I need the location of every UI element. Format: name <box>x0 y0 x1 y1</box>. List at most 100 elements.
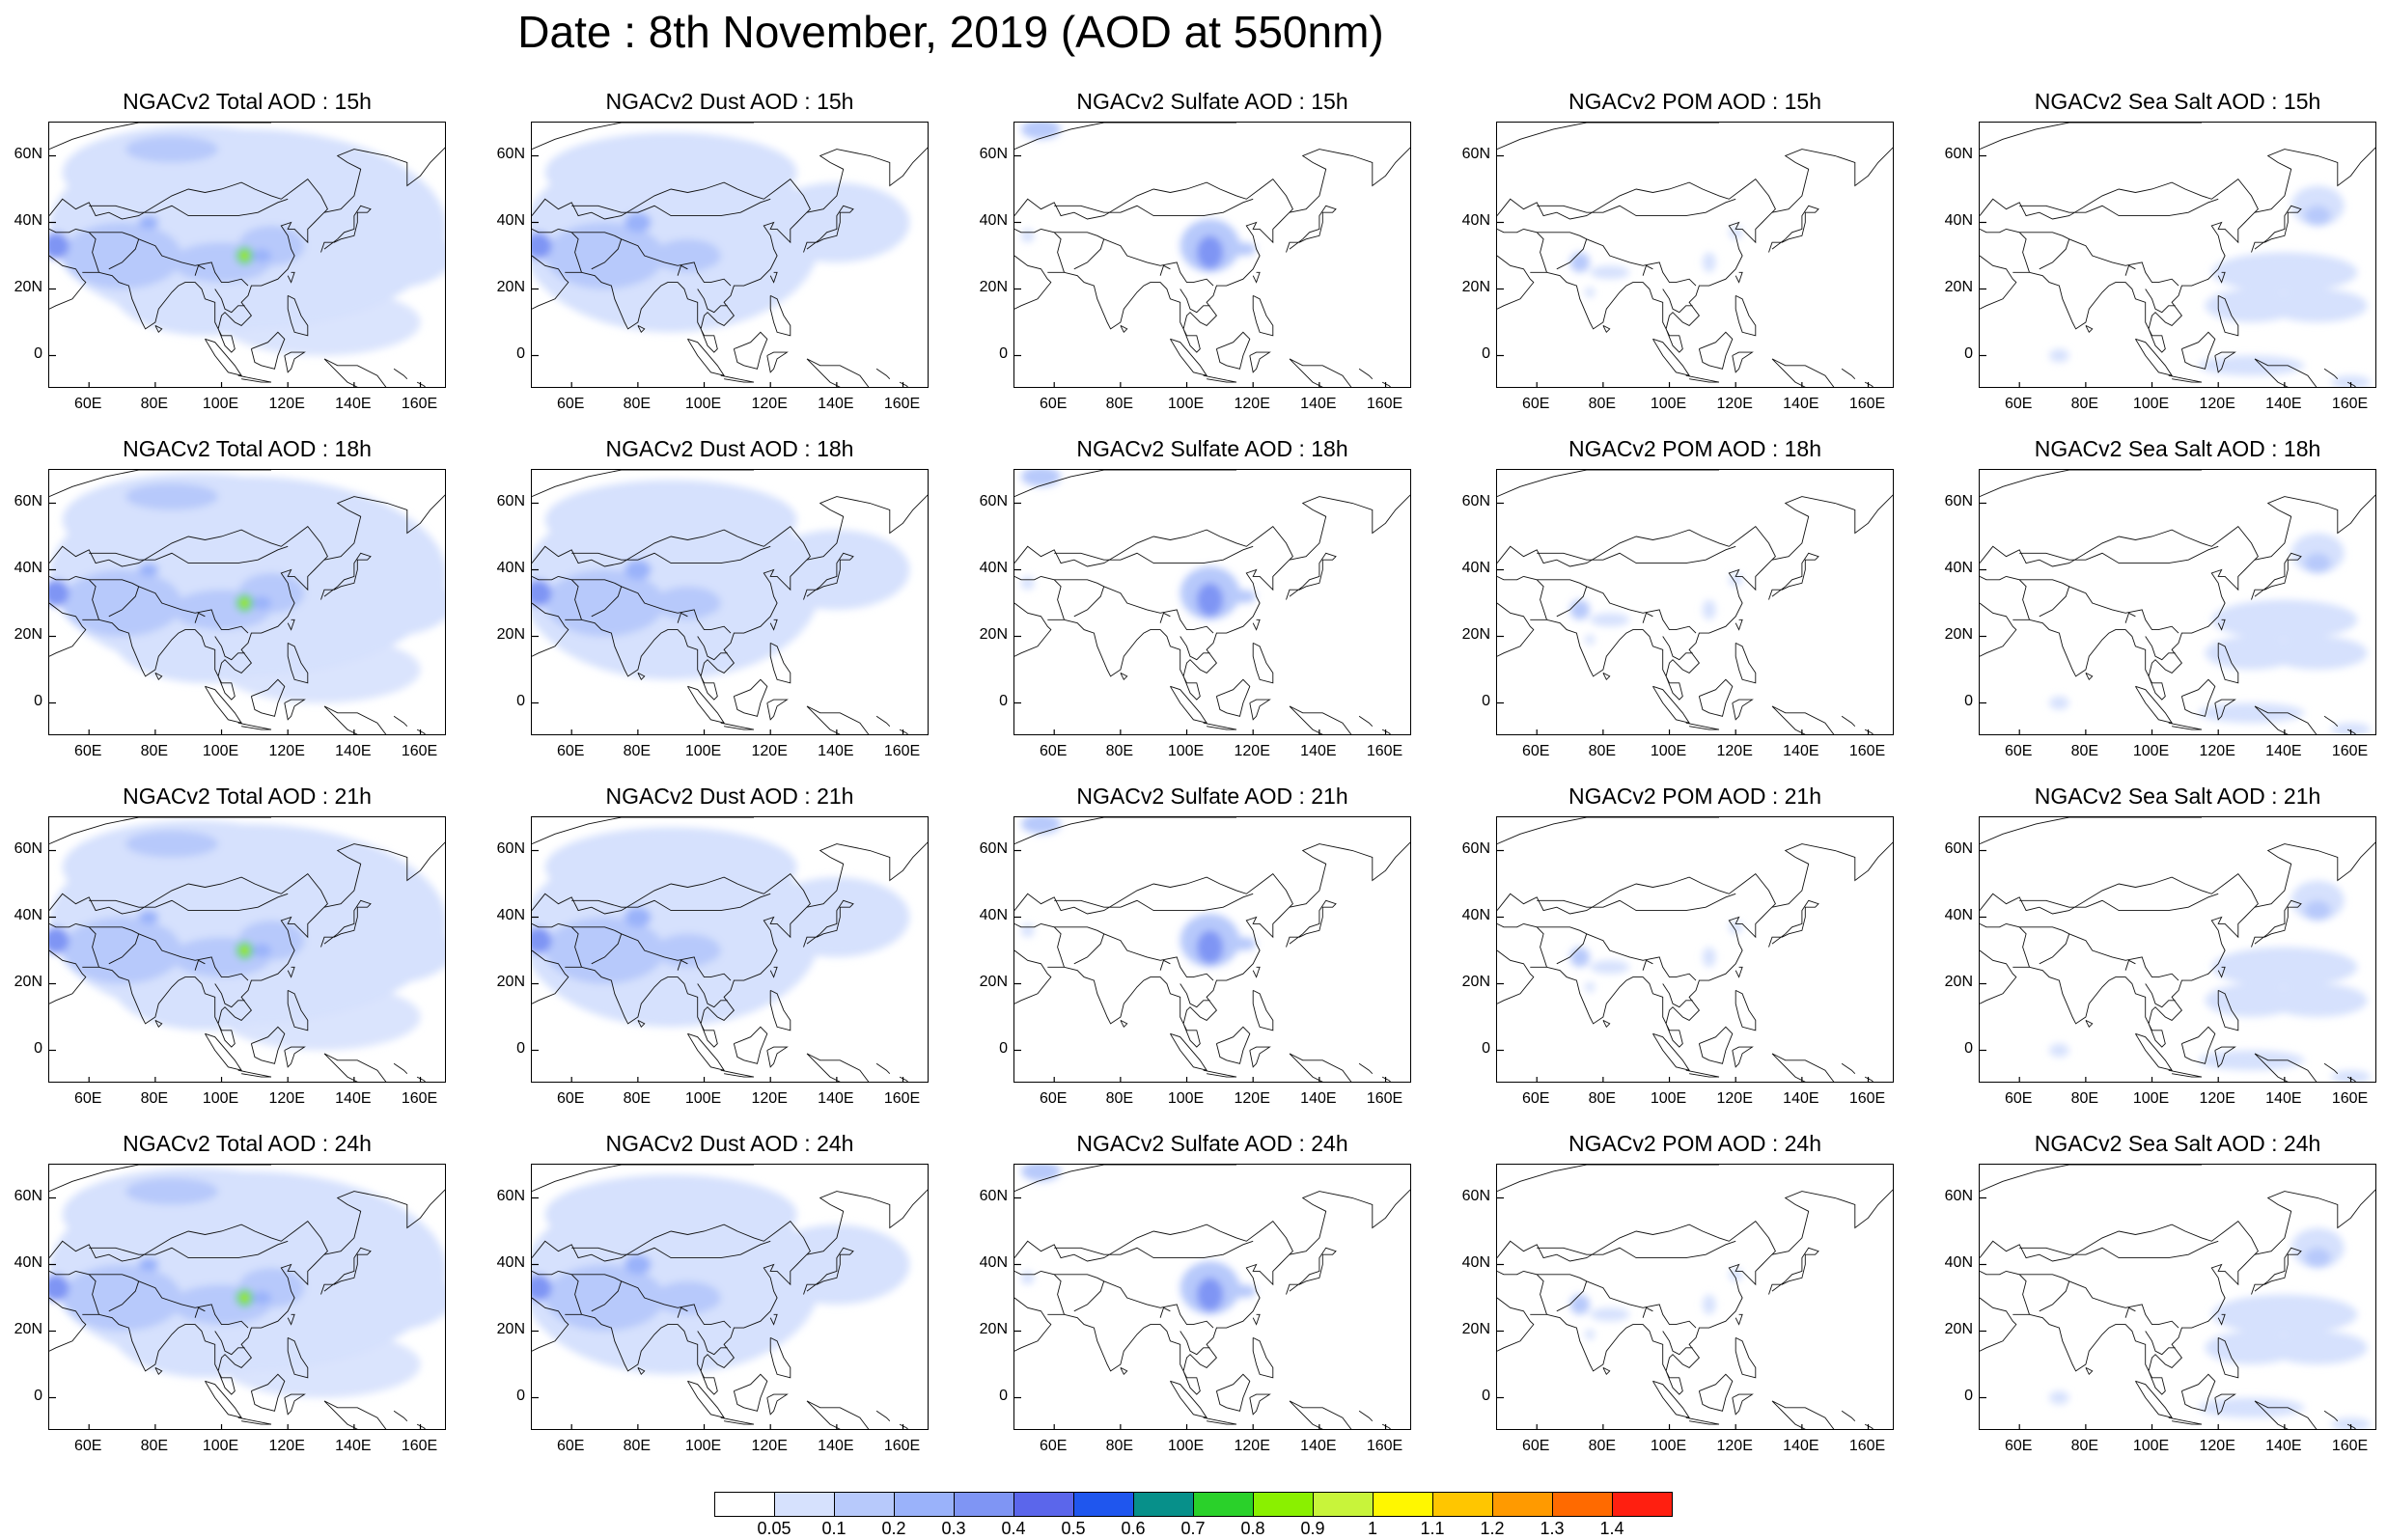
coastline <box>205 338 243 376</box>
coastline <box>2019 1274 2179 1329</box>
lon-label: 160E <box>401 1438 438 1454</box>
lat-label: 0 <box>999 1039 1008 1057</box>
aod-field <box>1569 572 1743 646</box>
coastline <box>899 381 909 387</box>
coastline <box>571 198 771 217</box>
panel-title: NGACv2 Sulfate AOD : 18h <box>1076 436 1348 461</box>
coastline <box>1249 351 1271 373</box>
map-plot <box>1980 123 2375 387</box>
coastline <box>875 1062 891 1075</box>
coastline <box>1054 232 1214 287</box>
lon-label: 120E <box>268 1438 305 1454</box>
lat-label: 20N <box>1944 1320 1973 1337</box>
map-panel <box>1496 122 1894 388</box>
coastline <box>591 1280 623 1312</box>
coastline <box>1771 841 1893 908</box>
lon-label: 160E <box>2331 1438 2369 1454</box>
coastline <box>1537 232 1697 287</box>
coastline <box>2019 579 2179 634</box>
coastline <box>1014 1270 1041 1276</box>
coastline <box>1159 264 1171 276</box>
coastline <box>2180 678 2216 717</box>
coastline <box>637 1366 646 1376</box>
coastline <box>2254 1400 2318 1429</box>
lon-label: 100E <box>1167 743 1205 759</box>
coastline <box>89 893 289 912</box>
coastline <box>1215 1373 1251 1412</box>
lon-label: 100E <box>1650 1090 1687 1107</box>
lon-label: 100E <box>684 743 722 759</box>
coastline <box>1289 705 1352 734</box>
lon-label: 80E <box>1588 1438 1617 1454</box>
coastline <box>250 678 286 717</box>
lat-label: 60N <box>14 492 42 509</box>
coastline <box>2323 1410 2339 1422</box>
coastline <box>1120 672 1128 681</box>
lon-label: 60E <box>1521 1090 1550 1107</box>
lat-label: 60N <box>1461 839 1490 857</box>
coastline <box>1381 1076 1392 1082</box>
axis-ticks <box>532 502 904 734</box>
coastline <box>2168 1416 2203 1425</box>
coastline <box>2019 1240 2219 1259</box>
lon-label: 100E <box>1167 396 1205 412</box>
coastline <box>323 494 445 561</box>
panel-title: NGACv2 Dust AOD : 18h <box>605 436 854 461</box>
map-panel <box>531 816 929 1083</box>
aod-region <box>1020 923 1035 938</box>
coastline <box>49 1165 271 1193</box>
coastline <box>899 1423 909 1429</box>
lat-label: 40N <box>979 1253 1008 1271</box>
panel-title: NGACv2 Sea Salt AOD : 15h <box>2034 89 2321 114</box>
coastline <box>2217 1336 2239 1379</box>
coastline <box>1864 381 1874 387</box>
lat-label: 0 <box>999 1387 1008 1404</box>
coastline <box>2217 294 2239 337</box>
lon-label: 100E <box>684 1090 722 1107</box>
coastline <box>1497 817 1719 845</box>
coastline <box>1662 983 1693 1008</box>
lon-label: 60E <box>1039 396 1068 412</box>
coastline <box>1735 966 1743 978</box>
coastline <box>1980 817 2202 845</box>
lat-label: 40N <box>1461 906 1490 923</box>
coastline <box>1041 1270 1065 1315</box>
coastline <box>2145 636 2176 661</box>
coastline <box>2019 893 2219 912</box>
coastline <box>108 933 140 965</box>
coastline <box>2145 983 2176 1008</box>
coastline <box>532 872 811 1048</box>
aod-region <box>1584 634 1596 646</box>
lon-label: 160E <box>401 1090 438 1107</box>
aod-region <box>687 1304 788 1359</box>
aod-region <box>2205 983 2298 1017</box>
lon-label: 80E <box>623 743 652 759</box>
coastline <box>806 841 928 908</box>
coastline <box>1381 729 1392 734</box>
lat-label: 40N <box>14 211 42 229</box>
lon-label: 120E <box>268 1090 305 1107</box>
coastline <box>1771 358 1835 387</box>
coastline <box>769 1336 791 1379</box>
coastline <box>532 228 559 234</box>
lon-label: 140E <box>2265 1438 2302 1454</box>
lon-label: 140E <box>335 1090 372 1107</box>
coastline <box>875 715 891 728</box>
axis-ticks <box>1980 502 2352 734</box>
coastline <box>558 228 582 273</box>
coastline <box>803 899 854 948</box>
aod-region <box>125 135 219 163</box>
coastline <box>1497 255 1535 310</box>
coastline <box>1159 1306 1171 1318</box>
lon-label: 120E <box>1716 396 1753 412</box>
coastline <box>558 575 582 620</box>
axis-ticks <box>1014 502 1387 734</box>
map-panel <box>48 469 446 735</box>
colorbar-swatch <box>774 1492 835 1517</box>
coastline <box>2217 271 2226 284</box>
lat-label: 60N <box>496 145 525 162</box>
coastline <box>214 983 245 1008</box>
coastline <box>1735 271 1743 284</box>
aod-region <box>49 579 69 607</box>
coastline <box>284 351 306 373</box>
